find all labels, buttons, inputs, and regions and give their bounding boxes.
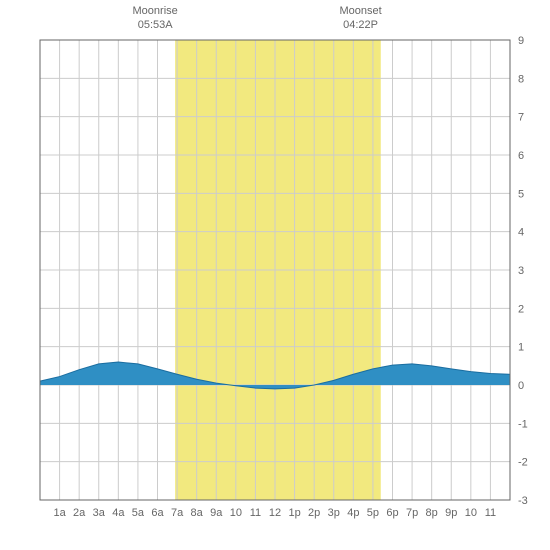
x-tick-label: 11 <box>250 507 261 519</box>
moonset-label: Moonset <box>339 5 381 17</box>
x-tick-label: 2a <box>73 507 86 519</box>
x-tick-label: 10 <box>230 507 242 519</box>
y-tick-label: 9 <box>518 35 524 47</box>
x-tick-label: 8a <box>191 507 204 519</box>
x-tick-label: 7p <box>406 507 418 519</box>
x-tick-label: 4a <box>112 507 125 519</box>
x-tick-label: 6p <box>386 507 398 519</box>
y-tick-label: -2 <box>518 457 528 469</box>
y-tick-label: 6 <box>518 150 524 162</box>
x-tick-label: 1a <box>53 507 66 519</box>
y-tick-label: 2 <box>518 303 524 315</box>
y-tick-label: -1 <box>518 418 528 430</box>
moonrise-label: Moonrise <box>133 5 178 17</box>
y-tick-label: -3 <box>518 495 528 507</box>
x-tick-label: 7a <box>171 507 184 519</box>
y-tick-label: 7 <box>518 112 524 124</box>
x-tick-label: 9p <box>445 507 457 519</box>
moonrise-time: 05:53A <box>138 19 174 31</box>
y-tick-label: 1 <box>518 342 524 354</box>
x-tick-label: 10 <box>465 507 477 519</box>
x-tick-label: 9a <box>210 507 223 519</box>
y-tick-label: 8 <box>518 73 524 85</box>
x-tick-label: 3p <box>328 507 340 519</box>
tide-chart: -3-2-101234567891a2a3a4a5a6a7a8a9a101112… <box>0 0 550 550</box>
x-tick-label: 5a <box>132 507 145 519</box>
x-tick-label: 11 <box>485 507 496 519</box>
y-tick-label: 0 <box>518 380 524 392</box>
moonset-time: 04:22P <box>343 19 378 31</box>
y-tick-label: 3 <box>518 265 524 277</box>
x-tick-label: 6a <box>151 507 164 519</box>
x-tick-label: 2p <box>308 507 320 519</box>
x-tick-label: 3a <box>93 507 106 519</box>
x-tick-label: 5p <box>367 507 379 519</box>
x-tick-label: 4p <box>347 507 359 519</box>
x-tick-label: 1p <box>288 507 300 519</box>
y-tick-label: 4 <box>518 227 524 239</box>
y-tick-label: 5 <box>518 188 524 200</box>
chart-svg: -3-2-101234567891a2a3a4a5a6a7a8a9a101112… <box>0 0 550 550</box>
x-tick-label: 8p <box>426 507 438 519</box>
x-tick-label: 12 <box>269 507 281 519</box>
